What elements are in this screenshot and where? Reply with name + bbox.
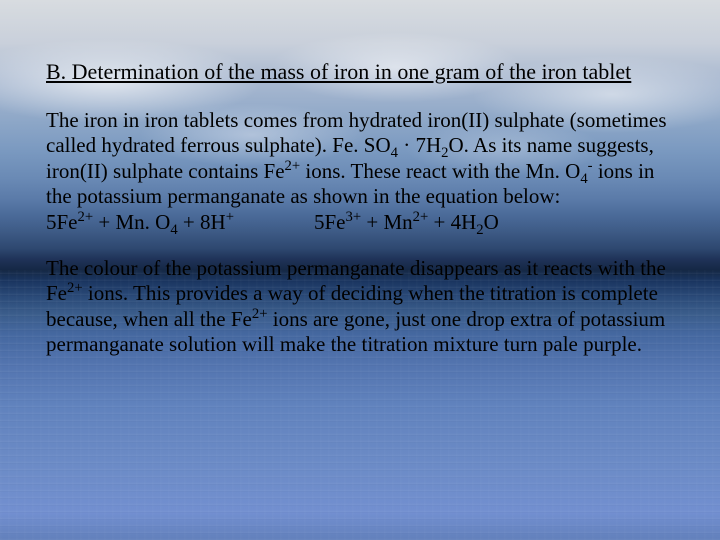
paragraph-2: The colour of the potassium permanganate… <box>46 256 674 358</box>
eq-r3: + 4H <box>428 210 476 234</box>
p2-sup-2: 2+ <box>252 306 268 322</box>
section-heading: B. Determination of the mass of iron in … <box>46 58 674 86</box>
eq-r2: + Mn <box>361 210 413 234</box>
slide-content: B. Determination of the mass of iron in … <box>0 0 720 540</box>
eq-s1: 2+ <box>78 209 94 225</box>
p1-sup-1: 2+ <box>285 158 301 174</box>
p1-text-4: ions. These react with the Mn. O <box>300 159 580 183</box>
eq-s3: + <box>226 209 234 225</box>
eq-l1: 5Fe <box>46 210 78 234</box>
eq-s6: 2 <box>476 222 483 238</box>
eq-s4: 3+ <box>345 209 361 225</box>
paragraph-1: The iron in iron tablets comes from hydr… <box>46 108 674 236</box>
eq-r4: O <box>484 210 499 234</box>
eq-r1: 5Fe <box>314 210 346 234</box>
p2-sup-1: 2+ <box>67 280 83 296</box>
eq-s5: 2+ <box>413 209 429 225</box>
equation: 5Fe2+ + Mn. O4 + 8H+5Fe3+ + Mn2+ + 4H2O <box>46 210 674 236</box>
eq-l3: + 8H <box>178 210 226 234</box>
eq-l2: + Mn. O <box>93 210 170 234</box>
p1-text-2: · 7H <box>398 133 441 157</box>
eq-s2: 4 <box>170 222 177 238</box>
p1-sub-3: 4 <box>580 171 587 187</box>
